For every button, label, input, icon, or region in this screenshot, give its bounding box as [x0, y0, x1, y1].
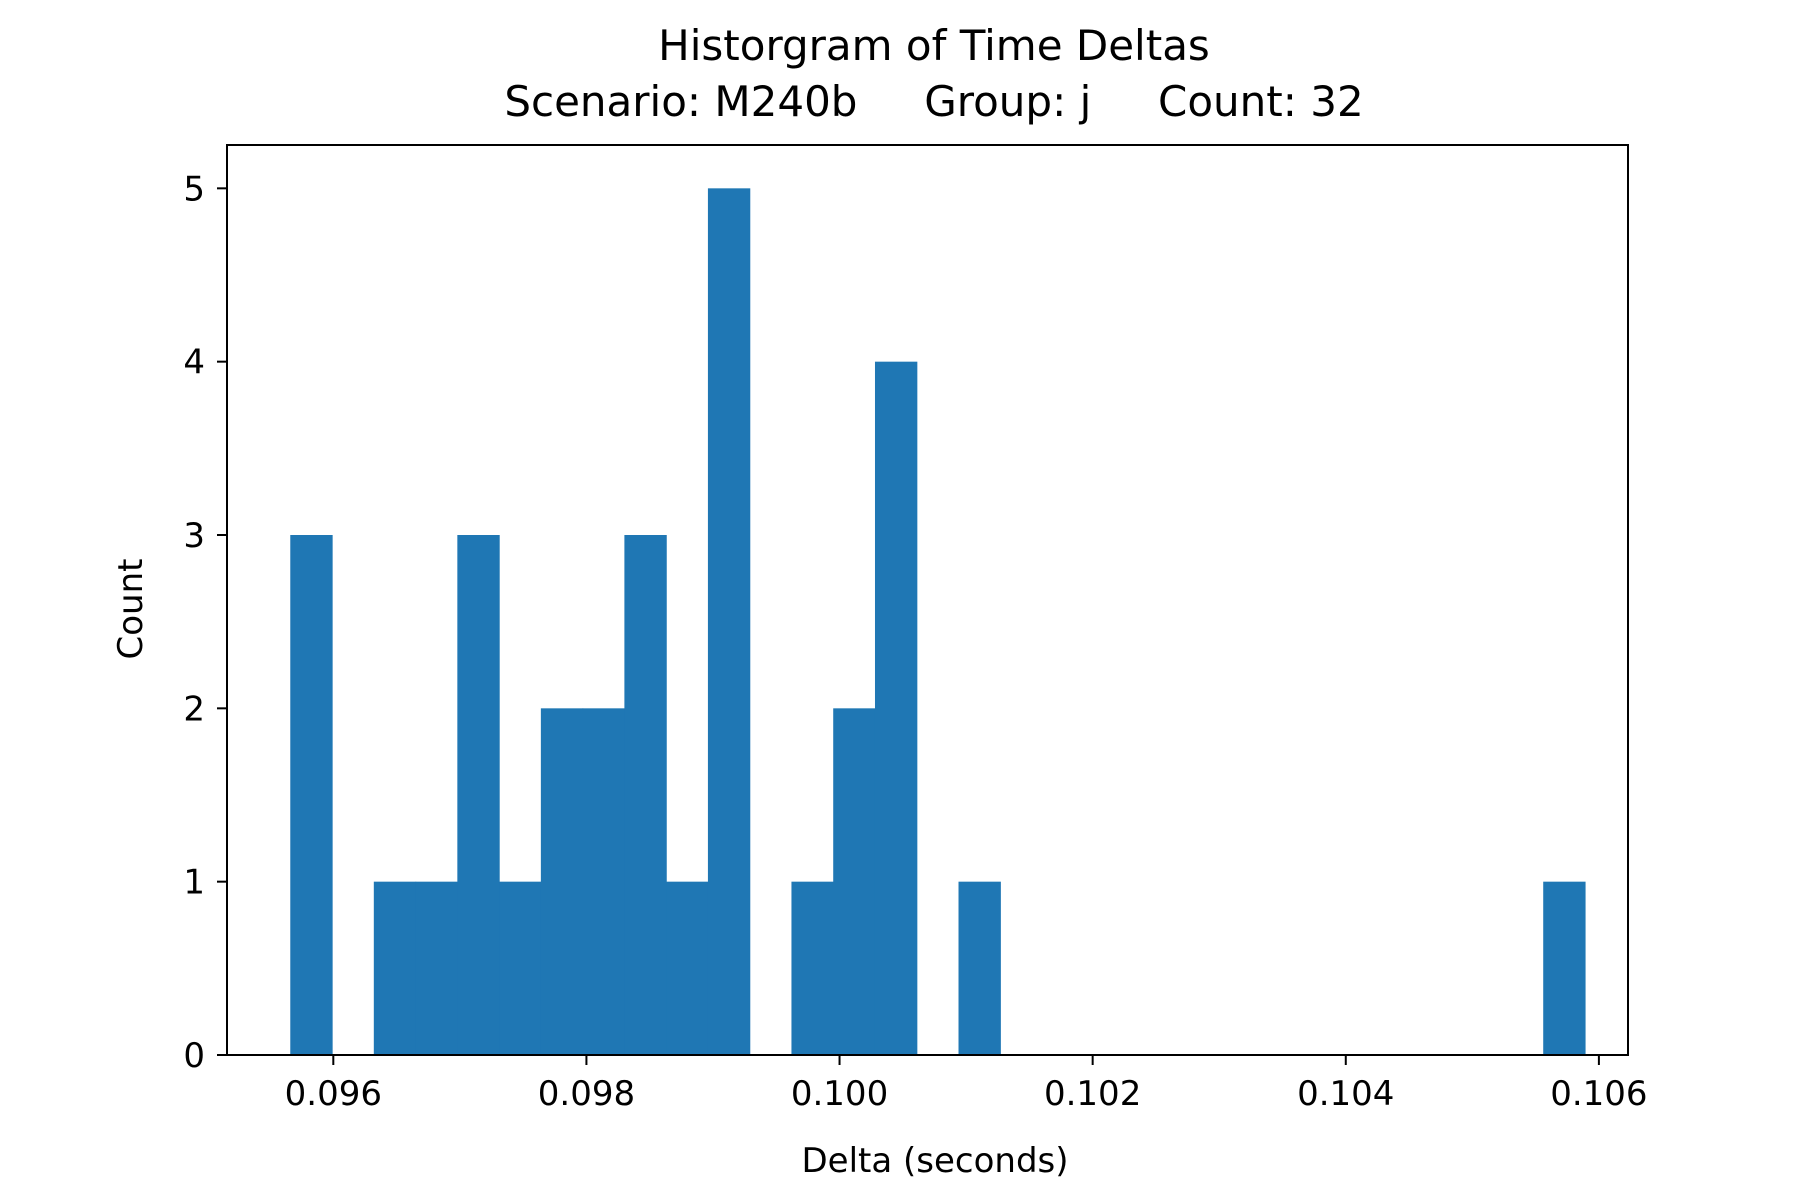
plot-area-frame [226, 144, 1629, 1056]
histogram-bar [1543, 881, 1586, 1055]
histogram-bar [457, 535, 500, 1055]
chart-subtitle: Scenario: M240b Group: j Count: 32 [504, 77, 1363, 126]
histogram-bar [874, 361, 918, 1055]
histogram-bar [499, 881, 542, 1055]
y-tick-label: 3 [183, 516, 205, 556]
x-tick-label: 0.098 [538, 1074, 635, 1114]
histogram-bar [791, 881, 834, 1055]
histogram-bar [373, 881, 417, 1055]
histogram-bar [582, 708, 625, 1055]
histogram-bar [624, 535, 667, 1055]
y-tick-label: 4 [183, 343, 205, 383]
x-axis-ticks: 0.096 0.098 0.100 0.102 0.104 0.106 [285, 1055, 1648, 1114]
histogram-bar [833, 708, 876, 1055]
x-tick-label: 0.100 [791, 1074, 888, 1114]
y-tick-label: 1 [183, 863, 205, 903]
chart-title: Historgram of Time Deltas [658, 21, 1210, 70]
histogram-bar [540, 708, 584, 1055]
y-axis-label: Count [111, 559, 151, 660]
y-axis-ticks: 0 1 2 3 4 5 [183, 169, 227, 1076]
bars-group [290, 188, 1586, 1055]
histogram-bar [958, 881, 1001, 1055]
y-tick-label: 2 [183, 689, 205, 729]
x-tick-label: 0.104 [1297, 1074, 1394, 1114]
histogram-bar [707, 188, 751, 1055]
y-tick-label: 0 [183, 1036, 205, 1076]
histogram-bar [666, 881, 709, 1055]
histogram-bar [290, 535, 333, 1055]
x-tick-label: 0.106 [1550, 1074, 1647, 1114]
histogram-bar [415, 881, 458, 1055]
x-tick-label: 0.102 [1044, 1074, 1141, 1114]
x-axis-label: Delta (seconds) [801, 1141, 1068, 1181]
y-tick-label: 5 [183, 169, 205, 209]
x-tick-label: 0.096 [285, 1074, 382, 1114]
